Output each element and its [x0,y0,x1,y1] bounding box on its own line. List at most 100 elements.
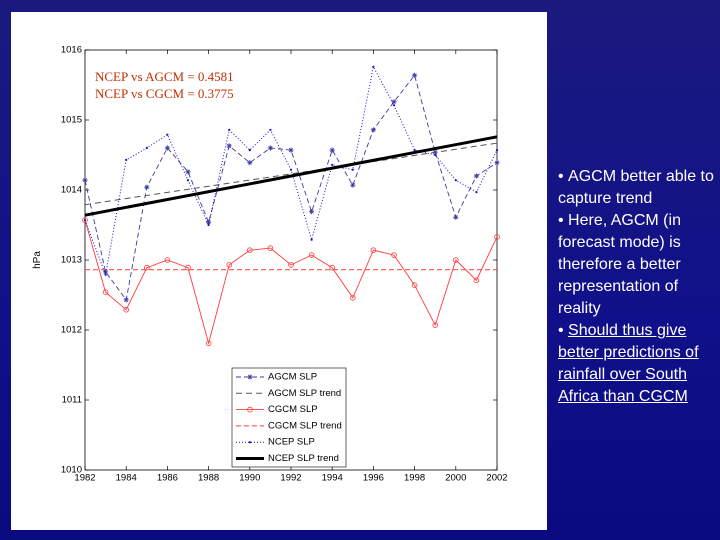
marker [288,262,294,268]
marker [370,127,376,133]
marker [228,128,231,131]
marker [83,219,87,222]
marker [412,72,418,78]
x-tick-label: 1996 [363,473,384,484]
x-tick-label: 1992 [280,473,301,484]
marker [247,406,253,413]
marker [267,245,274,251]
series-line [84,74,498,302]
marker [309,209,315,215]
x-tick-label: 1988 [198,473,219,484]
marker [329,264,336,271]
marker [413,149,416,152]
y-tick-label: 1011 [62,395,82,406]
marker [434,153,437,157]
marker [288,147,294,153]
marker [372,65,375,68]
marker [269,128,272,131]
marker [123,306,129,313]
marker [82,217,88,223]
marker [164,145,170,151]
x-tick-label: 1994 [322,473,343,484]
marker [453,214,459,220]
marker [103,269,109,275]
x-tick-label: 1982 [74,473,95,484]
y-tick-label: 1012 [61,325,82,336]
legend-label: NCEP SLP [268,437,315,448]
x-tick-label: 1998 [404,473,425,484]
y-tick-label: 1013 [61,255,82,266]
bullet: Should thus give better predictions of r… [558,320,720,408]
marker [144,184,150,190]
marker [475,191,478,194]
marker [185,169,191,175]
legend-label: CGCM SLP trend [268,420,342,431]
marker [289,168,293,171]
marker [310,238,313,241]
marker [473,173,479,179]
marker [226,143,232,149]
y-tick-label: 1016 [61,45,82,56]
marker [248,149,251,152]
marker [495,149,499,152]
marker [123,297,129,303]
legend-label: CGCM SLP [268,404,318,415]
marker [267,145,273,151]
annotation: NCEP vs CGCM = 0.3775 [95,86,234,101]
marker [226,262,233,268]
bullet-text: AGCM better able to capture trend [558,168,714,207]
bullet: AGCM better able to capture trend [558,166,720,210]
marker [349,294,356,301]
marker [308,252,315,258]
marker [392,104,396,107]
marker [248,441,252,444]
marker [350,182,356,188]
marker [331,163,334,166]
marker [186,179,190,182]
marker [351,168,354,171]
marker [370,247,377,254]
x-tick-label: 2002 [486,473,507,484]
marker [104,273,107,276]
y-tick-label: 1015 [61,115,82,126]
series-line [84,219,498,346]
x-tick-label: 2000 [445,473,466,484]
marker [432,322,439,328]
marker [144,264,150,271]
marker [391,252,397,258]
marker [247,247,253,254]
bullet-text: Should thus give better predictions of r… [558,322,699,405]
marker [452,257,459,263]
marker [205,340,212,347]
marker [247,374,253,380]
marker [166,133,169,136]
marker [473,277,480,284]
marker [102,289,109,296]
marker [164,257,171,263]
legend [231,367,347,468]
bullet-text: Here, AGCM (in forecast mode) is therefo… [558,212,681,317]
marker [494,234,500,240]
series-line [84,135,498,217]
marker [82,177,88,183]
marker [329,147,335,153]
marker [207,223,210,227]
y-axis-label: hPa [32,251,43,269]
marker [454,179,457,182]
marker [145,146,148,150]
annotation: NCEP vs AGCM = 0.4581 [95,69,234,84]
marker [411,282,418,289]
marker [185,264,191,271]
x-tick-label: 1984 [116,473,137,484]
legend-label: AGCM SLP trend [268,388,341,399]
bullet-list: AGCM better able to capture trend Here, A… [558,166,720,408]
marker [206,219,212,225]
x-tick-label: 1986 [157,473,178,484]
marker [391,99,397,105]
y-tick-label: 1010 [61,465,82,476]
legend-label: AGCM SLP [268,372,317,383]
y-tick-label: 1014 [61,185,82,196]
marker [125,158,128,161]
